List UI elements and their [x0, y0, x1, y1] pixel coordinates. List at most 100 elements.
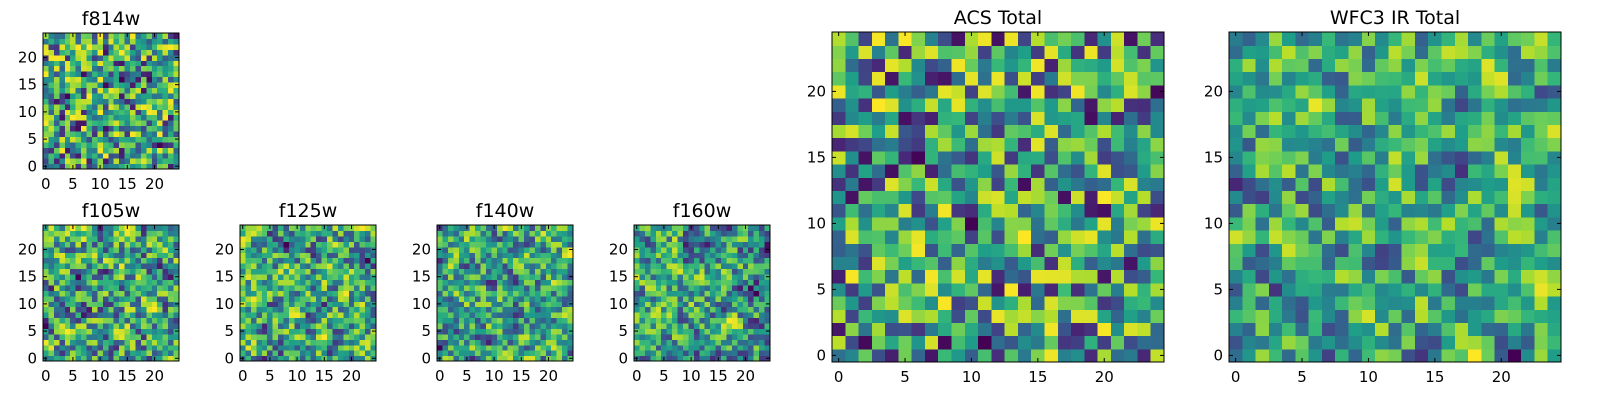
f125w-title: f125w — [279, 200, 338, 222]
heatmap-cell — [288, 333, 295, 340]
heatmap-cell — [524, 350, 531, 357]
heatmap-cell — [151, 98, 158, 105]
heatmap-cell — [562, 306, 569, 313]
f160w-frame — [633, 224, 771, 362]
heatmap-cell — [146, 295, 153, 302]
heatmap-cell — [310, 246, 317, 253]
heatmap-cell — [278, 350, 285, 357]
heatmap-cell — [53, 301, 60, 308]
heatmap-cell — [978, 58, 992, 73]
heatmap-cell — [81, 257, 88, 264]
heatmap-cell — [991, 150, 1006, 165]
heatmap-cell — [1481, 124, 1496, 139]
heatmap-cell — [545, 333, 552, 340]
heatmap-cell — [731, 290, 738, 297]
heatmap-cell — [1071, 177, 1085, 191]
heatmap-cell — [299, 279, 306, 286]
heatmap-cell — [151, 263, 158, 270]
heatmap-cell — [53, 225, 60, 232]
heatmap-cell — [272, 246, 279, 253]
heatmap-cell — [1031, 58, 1046, 73]
heatmap-cell — [108, 147, 115, 154]
heatmap-cell — [91, 344, 98, 351]
heatmap-cell — [75, 136, 82, 143]
heatmap-cell — [699, 339, 706, 346]
heatmap-cell — [1004, 164, 1019, 178]
heatmap-cell — [305, 344, 312, 351]
heatmap-cell — [53, 98, 60, 105]
heatmap-cell — [551, 284, 558, 291]
heatmap-cell — [1348, 137, 1363, 152]
heatmap-cell — [871, 190, 886, 205]
heatmap-cell — [256, 268, 263, 275]
heatmap-cell — [278, 306, 285, 313]
heatmap-cell — [1255, 111, 1270, 125]
heatmap-cell — [1308, 71, 1323, 86]
heatmap-cell — [59, 268, 66, 275]
heatmap-cell — [168, 130, 175, 137]
heatmap-cell — [475, 339, 482, 346]
heatmap-cell — [911, 32, 926, 46]
heatmap-cell — [661, 268, 668, 275]
heatmap-cell — [59, 235, 66, 242]
heatmap-cell — [496, 355, 503, 362]
heatmap-cell — [305, 263, 312, 270]
heatmap-cell — [354, 306, 361, 313]
heatmap-cell — [978, 111, 992, 125]
heatmap-cell — [97, 38, 104, 45]
heatmap-cell — [1282, 282, 1296, 297]
heatmap-cell — [53, 241, 60, 248]
heatmap-cell — [858, 111, 873, 125]
heatmap-cell — [885, 296, 899, 310]
heatmap-cell — [1414, 164, 1429, 178]
heatmap-cell — [742, 290, 749, 297]
x-tick-label: 15 — [315, 367, 334, 385]
heatmap-cell — [1348, 348, 1363, 363]
heatmap-cell — [562, 295, 569, 302]
heatmap-cell — [1150, 124, 1165, 139]
heatmap-cell — [1494, 256, 1509, 271]
heatmap-cell — [726, 306, 733, 313]
heatmap-cell — [288, 290, 295, 297]
heatmap-cell — [485, 246, 492, 253]
heatmap-cell — [1242, 282, 1257, 297]
heatmap-cell — [1124, 137, 1139, 152]
heatmap-cell — [337, 268, 344, 275]
heatmap-cell — [491, 317, 498, 324]
heatmap-cell — [354, 301, 361, 308]
heatmap-cell — [168, 98, 175, 105]
heatmap-cell — [354, 328, 361, 335]
heatmap-cell — [1321, 58, 1336, 73]
heatmap-cell — [108, 103, 115, 110]
heatmap-cell — [1308, 309, 1323, 323]
heatmap-cell — [119, 125, 126, 132]
heatmap-cell — [991, 309, 1006, 323]
heatmap-cell — [832, 282, 846, 297]
heatmap-cell — [365, 257, 372, 264]
heatmap-cell — [964, 111, 979, 125]
heatmap-cell — [48, 158, 55, 165]
heatmap-cell — [310, 312, 317, 319]
heatmap-cell — [845, 137, 860, 152]
heatmap-cell — [1110, 269, 1125, 284]
heatmap-cell — [682, 273, 689, 280]
heatmap-cell — [1414, 137, 1429, 152]
heatmap-cell — [551, 257, 558, 264]
heatmap-cell — [885, 84, 899, 99]
heatmap-cell — [97, 49, 104, 56]
heatmap-cell — [1428, 45, 1443, 59]
heatmap-cell — [151, 103, 158, 110]
heatmap-cell — [1441, 348, 1456, 363]
heatmap-cell — [1401, 190, 1416, 205]
heatmap-cell — [48, 136, 55, 143]
heatmap-cell — [146, 273, 153, 280]
heatmap-cell — [742, 257, 749, 264]
heatmap-cell — [447, 339, 454, 346]
heatmap-cell — [70, 87, 77, 94]
heatmap-cell — [672, 328, 679, 335]
heatmap-cell — [1295, 256, 1310, 271]
heatmap-cell — [267, 301, 274, 308]
heatmap-cell — [924, 230, 939, 244]
heatmap-cell — [1057, 71, 1072, 86]
heatmap-cell — [53, 49, 60, 56]
